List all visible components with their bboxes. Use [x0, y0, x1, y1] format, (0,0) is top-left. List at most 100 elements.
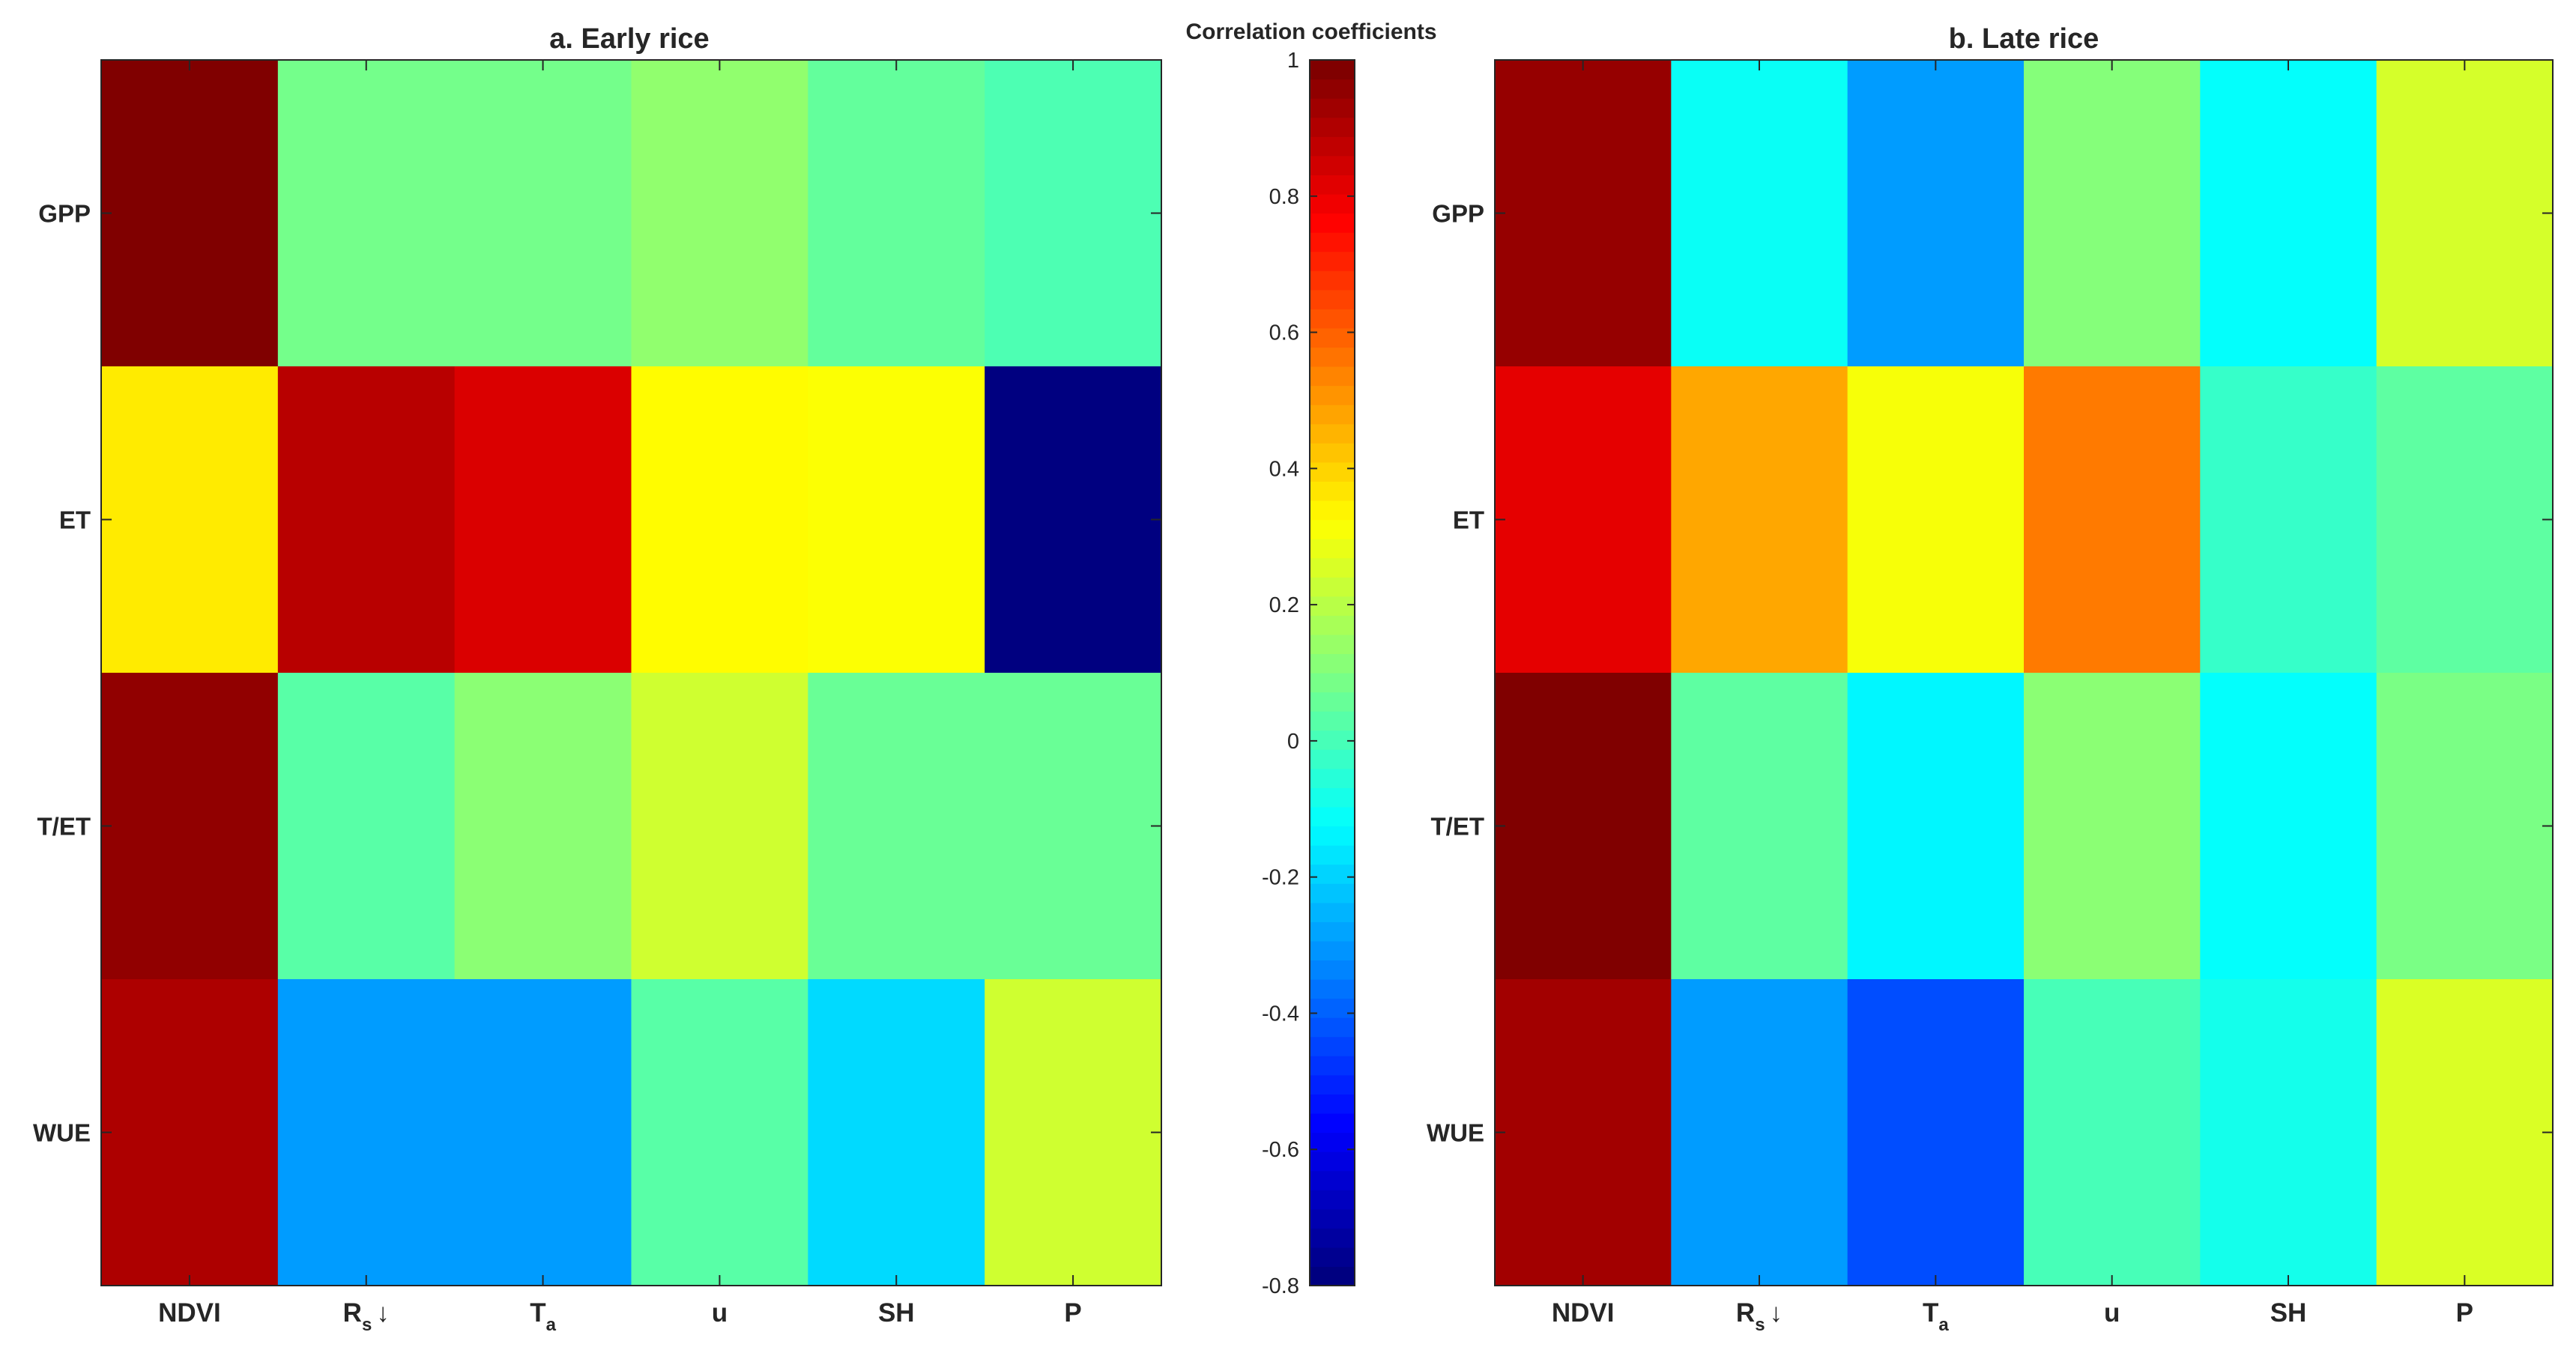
colorbar-step — [1310, 117, 1355, 137]
colorbar-tick-label: 0.6 — [1269, 321, 1299, 345]
heatmap-cell-t-et-6 — [985, 673, 1162, 980]
column-label-main: R — [1736, 1298, 1755, 1328]
colorbar-tick-label: 0.4 — [1269, 457, 1299, 481]
heatmap-cell-wue-6 — [2376, 979, 2554, 1286]
heatmap-cell-wue-2 — [1671, 979, 1848, 1286]
heatmap-cell-et-2 — [277, 366, 456, 674]
heatmap-cell-et-5 — [2200, 366, 2377, 674]
colorbar-tick-label: 0.8 — [1269, 185, 1299, 209]
colorbar-step — [1310, 826, 1355, 846]
column-label-main: T — [1923, 1298, 1938, 1328]
heatmap-cell-t-et-5 — [2200, 673, 2377, 980]
colorbar-step — [1310, 366, 1355, 387]
column-label: P — [2456, 1298, 2473, 1328]
colorbar-step — [1310, 136, 1355, 157]
column-label-main: NDVI — [158, 1298, 221, 1328]
row-label: GPP — [1432, 200, 1484, 228]
column-label-subscript: a — [546, 1315, 557, 1335]
colorbar-step — [1310, 1094, 1355, 1114]
colorbar-tick-label: 1 — [1287, 49, 1299, 73]
heatmap-cell-et-4 — [2024, 366, 2201, 674]
panel-a-column-labels: NDVI Rs ↓ Ta u SH P — [158, 1298, 1082, 1335]
colorbar-step — [1310, 347, 1355, 367]
colorbar-step — [1310, 423, 1355, 444]
colorbar-step — [1310, 155, 1355, 175]
colorbar-step — [1310, 1266, 1355, 1286]
colorbar-step — [1310, 1113, 1355, 1134]
down-arrow-icon: ↓ — [1770, 1298, 1783, 1328]
colorbar-step — [1310, 787, 1355, 808]
colorbar-step — [1310, 806, 1355, 827]
colorbar-step — [1310, 519, 1355, 539]
heatmap-cell-t-et-3 — [1847, 673, 2025, 980]
colorbar-step — [1310, 251, 1355, 271]
colorbar-step — [1310, 405, 1355, 425]
colorbar-tick-label: -0.4 — [1262, 1002, 1299, 1026]
colorbar-step — [1310, 461, 1355, 482]
column-label-main: NDVI — [1552, 1298, 1615, 1328]
colorbar-step — [1310, 539, 1355, 559]
colorbar-title: Correlation coefficients — [1185, 19, 1436, 44]
heatmap-cell-t-et-4 — [631, 673, 808, 980]
panel-b-cells — [1495, 60, 2554, 1286]
colorbar-step — [1310, 175, 1355, 195]
heatmap-cell-wue-5 — [808, 979, 985, 1286]
heatmap-cell-t-et-2 — [277, 673, 456, 980]
colorbar-step — [1310, 653, 1355, 674]
heatmap-cell-et-6 — [2376, 366, 2554, 674]
colorbar-step — [1310, 1056, 1355, 1076]
colorbar-step — [1310, 615, 1355, 635]
colorbar-step — [1310, 711, 1355, 731]
colorbar-step — [1310, 691, 1355, 712]
colorbar: Correlation coefficients 1 0.8 0.6 0.4 0.2 0 -… — [1185, 19, 1436, 1298]
colorbar-step — [1310, 1228, 1355, 1248]
colorbar-step — [1310, 193, 1355, 214]
colorbar-step — [1310, 1190, 1355, 1210]
heatmap-cell-et-2 — [1671, 366, 1848, 674]
heatmap-cell-gpp-2 — [277, 60, 456, 367]
colorbar-gradient — [1310, 60, 1355, 1286]
colorbar-step — [1310, 98, 1355, 118]
panel-b-title: b. Late rice — [1949, 23, 2099, 55]
colorbar-step — [1310, 1247, 1355, 1268]
column-label: NDVI — [1552, 1298, 1615, 1328]
heatmap-cell-gpp-4 — [631, 60, 808, 367]
heatmap-cell-gpp-3 — [1847, 60, 2025, 367]
panel-late-rice: b. Late rice GPP ET T/ET WUE NDVI Rs ↓ Ta u SH P — [1427, 23, 2554, 1335]
colorbar-step — [1310, 1017, 1355, 1038]
heatmap-cell-t-et-5 — [808, 673, 985, 980]
colorbar-step — [1310, 883, 1355, 904]
colorbar-step — [1310, 1170, 1355, 1190]
heatmap-cell-gpp-5 — [2200, 60, 2377, 367]
colorbar-ticks: 1 0.8 0.6 0.4 0.2 0 -0.2 -0.4 -0.6 -0.8 — [1262, 49, 1355, 1298]
colorbar-step — [1310, 1074, 1355, 1095]
column-label: Ta — [530, 1298, 556, 1335]
colorbar-step — [1310, 309, 1355, 329]
heatmap-cell-t-et-4 — [2024, 673, 2201, 980]
colorbar-step — [1310, 481, 1355, 501]
heatmap-cell-t-et-2 — [1671, 673, 1848, 980]
column-label: Rs ↓ — [343, 1298, 390, 1335]
column-label: NDVI — [158, 1298, 221, 1328]
heatmap-cell-wue-1 — [101, 979, 279, 1286]
colorbar-step — [1310, 921, 1355, 942]
heatmap-cell-gpp-1 — [101, 60, 279, 367]
colorbar-step — [1310, 673, 1355, 693]
heatmap-cell-t-et-1 — [101, 673, 279, 980]
column-label: u — [712, 1298, 728, 1328]
heatmap-cell-gpp-3 — [454, 60, 632, 367]
colorbar-step — [1310, 232, 1355, 252]
column-label-main: R — [343, 1298, 362, 1328]
colorbar-step — [1310, 1151, 1355, 1172]
heatmap-cell-t-et-3 — [454, 673, 632, 980]
colorbar-tick-label: -0.2 — [1262, 866, 1299, 890]
column-label-main: SH — [878, 1298, 915, 1328]
heatmap-cell-wue-4 — [2024, 979, 2201, 1286]
heatmap-cell-et-3 — [454, 366, 632, 674]
heatmap-cell-gpp-4 — [2024, 60, 2201, 367]
colorbar-step — [1310, 79, 1355, 99]
colorbar-tick-label: -0.6 — [1262, 1138, 1299, 1162]
panel-b-column-labels: NDVI Rs ↓ Ta u SH P — [1552, 1298, 2473, 1335]
heatmap-cell-t-et-6 — [2376, 673, 2554, 980]
colorbar-step — [1310, 902, 1355, 922]
